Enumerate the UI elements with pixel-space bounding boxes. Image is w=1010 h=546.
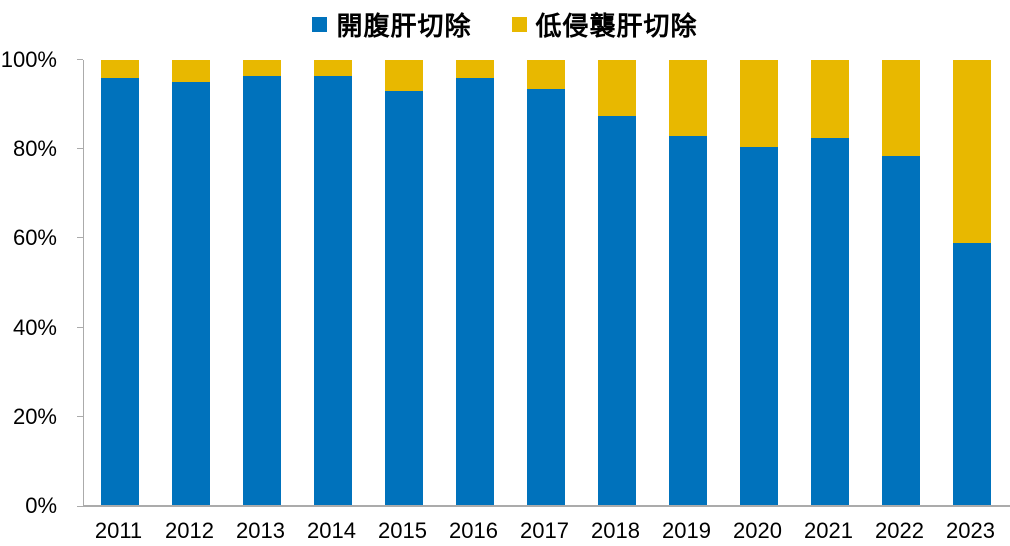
bar-column-2013 <box>226 60 297 506</box>
bar-column-2016 <box>439 60 510 506</box>
bar-segment-minimally-invasive-2020 <box>739 60 778 147</box>
legend-label-open-hepatectomy: 開腹肝切除 <box>336 11 472 41</box>
legend-item-minimally-invasive-hepatectomy: 低侵襲肝切除 <box>511 6 698 43</box>
legend: 開腹肝切除 低侵襲肝切除 <box>0 6 1010 43</box>
y-axis-tick-60 <box>77 237 83 239</box>
bar-stack-2015 <box>384 60 423 506</box>
bar-segment-minimally-invasive-2021 <box>810 60 849 139</box>
bar-segment-open-2012 <box>171 82 210 506</box>
bar-segment-open-2013 <box>242 75 281 506</box>
bar-column-2012 <box>155 60 226 506</box>
x-axis-label-2012: 2012 <box>165 518 214 543</box>
plot-area <box>77 59 1010 507</box>
bar-column-2011 <box>84 60 155 506</box>
bar-segment-minimally-invasive-2019 <box>668 60 707 136</box>
x-axis-label-2011: 2011 <box>94 518 143 543</box>
bar-column-2022 <box>865 60 936 506</box>
y-axis-tick-40 <box>77 326 83 328</box>
x-axis-label-2018: 2018 <box>591 518 640 543</box>
bar-segment-open-2020 <box>739 146 778 506</box>
y-axis-tick-80 <box>77 148 83 150</box>
legend-item-open-hepatectomy: 開腹肝切除 <box>312 6 471 43</box>
bar-stack-2011 <box>100 60 139 506</box>
x-axis-label-2022: 2022 <box>875 518 924 543</box>
bar-segment-minimally-invasive-2016 <box>455 60 494 78</box>
bar-column-2023 <box>936 60 1007 506</box>
y-axis-label-100: 100% <box>0 47 57 72</box>
y-axis-tick-20 <box>77 415 83 417</box>
bar-segment-minimally-invasive-2012 <box>171 60 210 83</box>
bar-segment-minimally-invasive-2017 <box>526 60 565 89</box>
x-axis-label-2016: 2016 <box>449 518 498 543</box>
bar-stack-2021 <box>810 60 849 506</box>
bar-stack-2016 <box>455 60 494 506</box>
legend-swatch-gold <box>511 17 527 32</box>
y-axis-label-20: 20% <box>12 403 57 429</box>
bar-column-2021 <box>794 60 865 506</box>
bar-segment-open-2021 <box>810 138 849 506</box>
bar-segment-open-2014 <box>313 75 352 506</box>
y-axis-label-60: 60% <box>12 225 57 251</box>
bar-column-2018 <box>581 60 652 506</box>
legend-label-minimally-invasive-hepatectomy: 低侵襲肝切除 <box>535 11 698 41</box>
x-axis-label-2014: 2014 <box>307 518 356 543</box>
bar-segment-open-2015 <box>384 91 423 506</box>
bar-stack-2022 <box>881 60 920 506</box>
bar-segment-minimally-invasive-2023 <box>952 60 991 243</box>
legend-swatch-blue <box>312 17 328 32</box>
bar-segment-minimally-invasive-2015 <box>384 60 423 92</box>
x-axis-label-2019: 2019 <box>662 518 711 543</box>
bar-stack-2014 <box>313 60 352 506</box>
y-axis-label-40: 40% <box>12 314 57 340</box>
y-axis-label-0: 0% <box>25 493 57 518</box>
bar-segment-minimally-invasive-2022 <box>881 60 920 156</box>
bar-segment-open-2022 <box>881 155 920 506</box>
bar-stack-2017 <box>526 60 565 506</box>
bar-stack-2019 <box>668 60 707 506</box>
bars-container <box>84 60 1007 506</box>
bar-segment-open-2017 <box>526 89 565 506</box>
bar-segment-minimally-invasive-2013 <box>242 60 281 76</box>
y-axis-tick-100 <box>77 59 83 60</box>
x-axis-line <box>83 505 1010 507</box>
bar-stack-2013 <box>242 60 281 506</box>
y-axis-label-80: 80% <box>12 136 57 162</box>
bar-column-2015 <box>368 60 439 506</box>
bar-segment-open-2018 <box>597 115 636 506</box>
bar-column-2017 <box>510 60 581 506</box>
x-axis-label-2020: 2020 <box>733 518 782 543</box>
x-axis-label-2017: 2017 <box>520 518 569 543</box>
bar-stack-2020 <box>739 60 778 506</box>
bar-segment-open-2023 <box>952 242 991 506</box>
bar-column-2019 <box>652 60 723 506</box>
x-axis-label-2023: 2023 <box>946 518 995 543</box>
bar-segment-open-2016 <box>455 77 494 506</box>
bar-column-2014 <box>297 60 368 506</box>
bar-stack-2023 <box>952 60 991 506</box>
bar-segment-open-2019 <box>668 135 707 506</box>
y-axis-labels: 0% 20% 40% 60% 80% 100% <box>0 49 57 517</box>
bar-segment-minimally-invasive-2018 <box>597 60 636 116</box>
bar-stack-2018 <box>597 60 636 506</box>
bar-column-2020 <box>723 60 794 506</box>
bar-segment-minimally-invasive-2011 <box>100 60 139 78</box>
bar-segment-minimally-invasive-2014 <box>313 60 352 76</box>
y-axis-tick-0 <box>77 506 83 507</box>
bar-segment-open-2011 <box>100 77 139 506</box>
bar-stack-2012 <box>171 60 210 506</box>
x-axis-label-2021: 2021 <box>804 518 853 543</box>
x-axis-label-2013: 2013 <box>236 518 285 543</box>
x-axis-tick-labels: 2011 2012 2013 2014 2015 2016 2017 2018 2019 2020… <box>83 518 1006 544</box>
x-axis-label-2015: 2015 <box>378 518 427 543</box>
